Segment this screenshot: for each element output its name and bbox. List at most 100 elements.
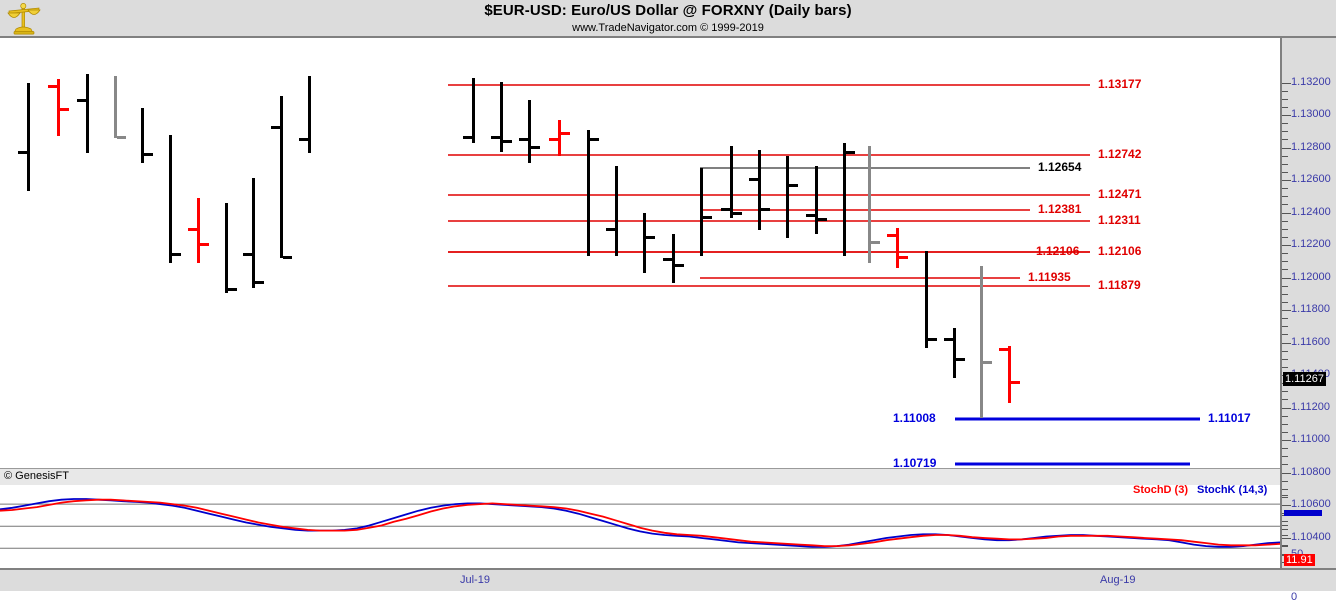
price-axis-minor-tick	[1282, 391, 1288, 392]
date-axis[interactable]: Jul-19 Aug-19	[0, 568, 1336, 591]
price-axis-tick	[1282, 538, 1291, 539]
price-axis-tick	[1282, 343, 1291, 344]
ohlc-bar[interactable]	[749, 150, 770, 230]
price-axis-tick-label: 1.13200	[1291, 76, 1331, 88]
price-axis-minor-tick	[1282, 448, 1288, 449]
date-axis-label: Jul-19	[460, 574, 490, 586]
ohlc-bar[interactable]	[999, 346, 1020, 403]
ohlc-bar[interactable]	[700, 168, 712, 256]
price-axis-minor-tick	[1282, 269, 1288, 270]
price-axis-tick-label: 1.10600	[1291, 498, 1331, 510]
price-axis-tick-label: 1.12400	[1291, 206, 1331, 218]
stochastic-indicator-pane[interactable]	[0, 485, 1280, 565]
ohlc-bar[interactable]	[299, 76, 311, 153]
price-axis-minor-tick	[1282, 359, 1288, 360]
ohlc-bar[interactable]	[18, 83, 30, 191]
price-level-label: 1.12106	[1098, 244, 1142, 258]
price-axis-minor-tick	[1282, 481, 1288, 482]
indicator-series-line[interactable]	[0, 498, 1280, 547]
price-level-label: 1.12381	[1038, 202, 1082, 216]
ohlc-bar[interactable]	[491, 82, 512, 152]
date-axis-label: Aug-19	[1100, 574, 1136, 586]
price-axis-minor-tick	[1282, 521, 1288, 522]
price-level-label: 1.12742	[1098, 147, 1142, 161]
price-axis-minor-tick	[1282, 253, 1288, 254]
price-axis-tick	[1282, 83, 1291, 84]
price-axis-tick	[1282, 148, 1291, 149]
branding-band: © GenesisFT	[0, 468, 1280, 485]
price-axis-minor-tick	[1282, 196, 1288, 197]
price-axis-tick-label: 1.11200	[1291, 401, 1330, 413]
price-axis-tick-label: 1.11000	[1291, 433, 1330, 445]
price-chart-pane[interactable]	[0, 38, 1280, 468]
ohlc-bar[interactable]	[980, 266, 992, 418]
page-title: $EUR-USD: Euro/US Dollar @ FORXNY (Daily…	[484, 2, 852, 19]
price-level-label: 1.11017	[1208, 411, 1251, 425]
ohlc-bar[interactable]	[271, 96, 292, 259]
price-axis-minor-tick	[1282, 464, 1288, 465]
ohlc-bar[interactable]	[643, 213, 655, 273]
price-axis-minor-tick	[1282, 261, 1288, 262]
price-axis-tick-label: 1.12000	[1291, 271, 1331, 283]
copyright-label: © GenesisFT	[4, 470, 69, 482]
price-axis-tick	[1282, 245, 1291, 246]
ohlc-bar[interactable]	[887, 228, 908, 268]
ohlc-bar[interactable]	[48, 79, 69, 136]
ohlc-bar[interactable]	[721, 146, 742, 218]
ohlc-bar[interactable]	[519, 100, 540, 163]
price-axis-minor-tick	[1282, 334, 1288, 335]
price-level-label: 1.10719	[893, 456, 937, 470]
price-axis-minor-tick	[1282, 91, 1288, 92]
price-chart-svg	[18, 74, 1200, 466]
ohlc-bar[interactable]	[868, 146, 880, 263]
price-axis-tick	[1282, 180, 1291, 181]
price-axis-tick-label: 1.11800	[1291, 303, 1330, 315]
price-level-label: 1.12311	[1098, 213, 1141, 227]
stochastic-value-marker: 11.91	[1284, 554, 1315, 566]
price-axis-minor-tick	[1282, 99, 1288, 100]
price-axis-tick	[1282, 278, 1291, 279]
ohlc-bar[interactable]	[549, 120, 570, 156]
ohlc-bar[interactable]	[925, 251, 937, 348]
price-axis-tick-label: 1.10800	[1291, 466, 1331, 478]
ohlc-bar[interactable]	[243, 178, 264, 288]
price-axis-minor-tick	[1282, 351, 1288, 352]
chart-subtitle: www.TradeNavigator.com © 1999-2019	[572, 22, 764, 34]
ohlc-bar[interactable]	[141, 108, 153, 163]
legend-stoch-d[interactable]: StochD (3)	[1133, 484, 1188, 496]
price-axis-minor-tick	[1282, 188, 1288, 189]
legend-stoch-k[interactable]: StochK (14,3)	[1197, 484, 1268, 496]
ohlc-bar[interactable]	[77, 74, 89, 153]
ohlc-bar[interactable]	[806, 166, 827, 234]
price-level-label: 1.11879	[1098, 278, 1141, 292]
ohlc-bar[interactable]	[944, 328, 965, 378]
price-axis-minor-tick	[1282, 164, 1288, 165]
stoch-axis-label-0: 0	[1291, 591, 1298, 603]
current-price-marker: 1.11267	[1283, 372, 1326, 386]
ohlc-bar[interactable]	[606, 166, 618, 256]
stoch-axis-tick	[1282, 545, 1288, 546]
ohlc-bar[interactable]	[843, 143, 855, 256]
price-level-label: 1.12654	[1038, 160, 1082, 174]
ohlc-bar[interactable]	[463, 78, 475, 143]
stochastic-svg	[0, 498, 1280, 549]
ohlc-bar[interactable]	[188, 198, 209, 263]
ohlc-bar[interactable]	[114, 76, 126, 139]
stoch-marker-cap	[1284, 510, 1322, 516]
price-axis-minor-tick	[1282, 286, 1288, 287]
price-axis-minor-tick	[1282, 229, 1288, 230]
ohlc-bar[interactable]	[169, 135, 181, 263]
price-level-label: 1.12471	[1098, 187, 1142, 201]
stoch-axis-tick	[1282, 535, 1288, 536]
ohlc-bar[interactable]	[587, 130, 599, 256]
price-axis-minor-tick	[1282, 221, 1288, 222]
price-axis-tick-label: 1.10400	[1291, 531, 1331, 543]
ohlc-bar[interactable]	[225, 203, 237, 293]
price-axis-minor-tick	[1282, 237, 1288, 238]
price-axis-minor-tick	[1282, 367, 1288, 368]
price-axis[interactable]: 1.13200 1.13000 1.12800 1.12600 1.12400 1.122…	[1280, 38, 1336, 603]
stoch-axis-tick	[1282, 495, 1288, 496]
ohlc-bar[interactable]	[786, 156, 798, 238]
price-axis-tick	[1282, 440, 1291, 441]
ohlc-bar[interactable]	[663, 234, 684, 283]
